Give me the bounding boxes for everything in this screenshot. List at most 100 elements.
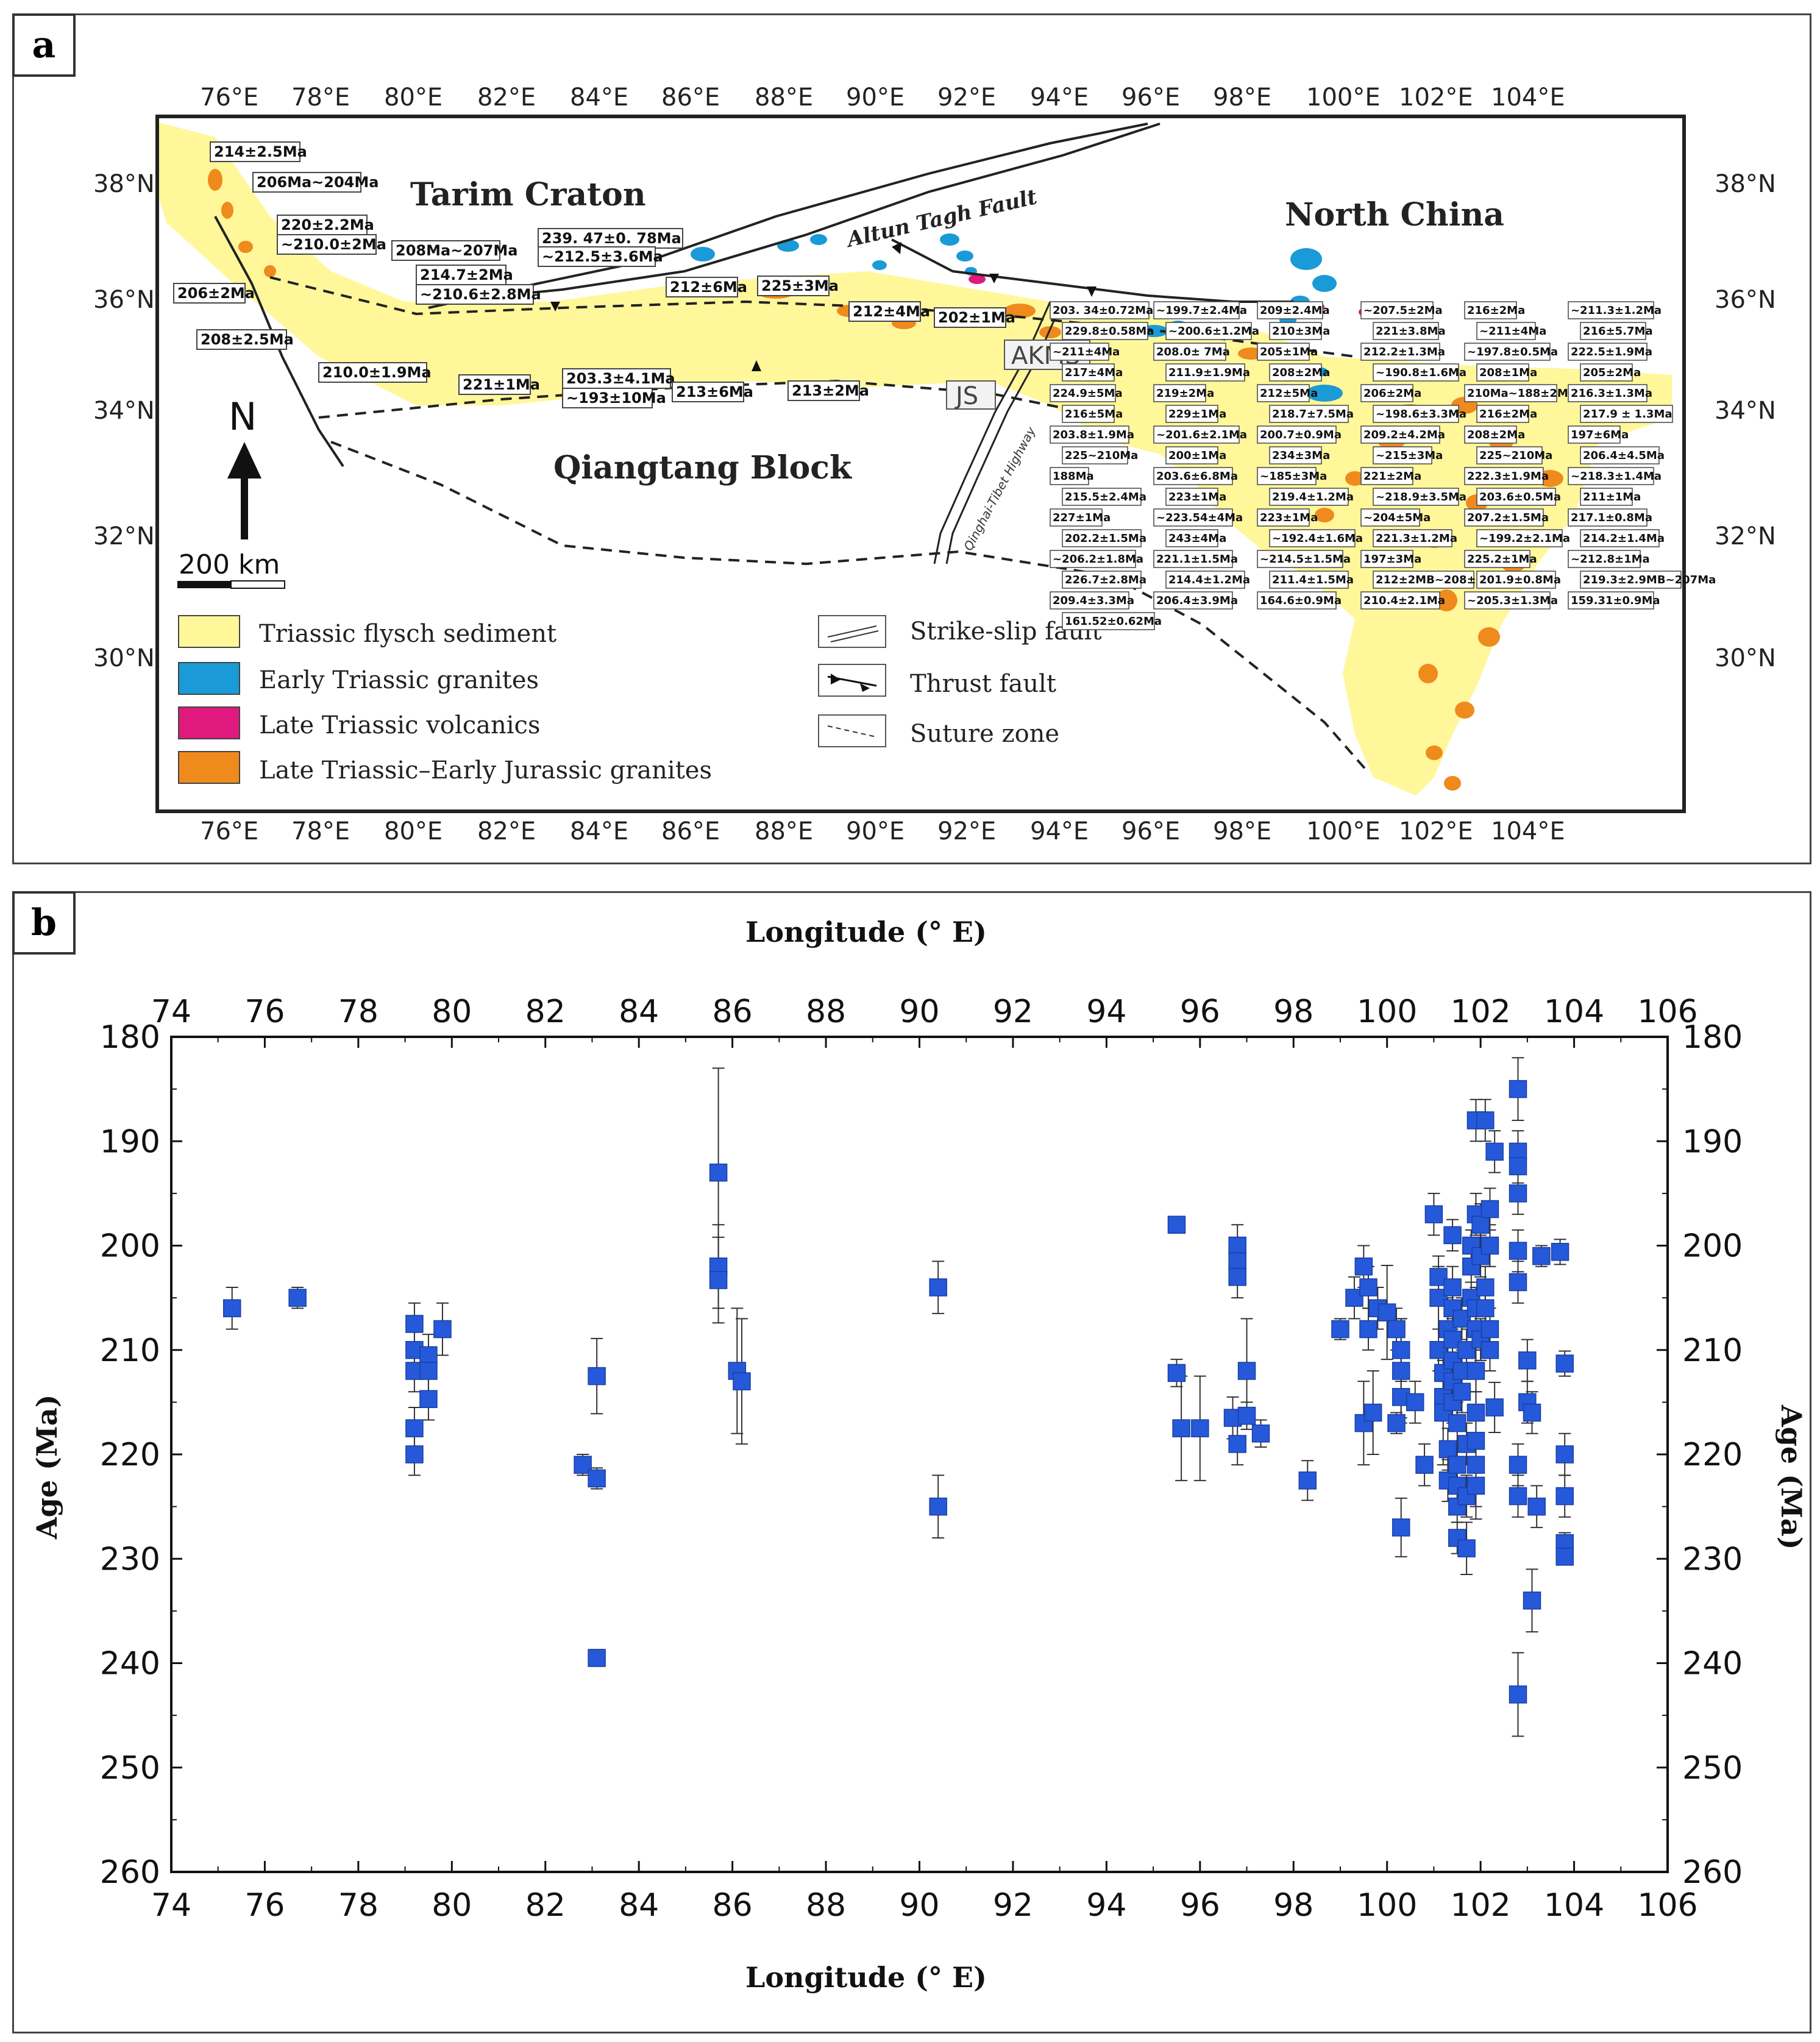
x-tick-label-top: 92: [993, 994, 1033, 1030]
svg-text:213±2Ma: 213±2Ma: [792, 382, 869, 399]
age-label-box: 206±2Ma: [173, 283, 255, 304]
tarim-craton-label: Tarim Craton: [410, 176, 646, 213]
age-label-box: 221.1±1.5Ma: [1153, 550, 1238, 568]
lon-tick-top: 84°E: [570, 84, 628, 112]
age-label-box: 200±1Ma: [1165, 446, 1226, 464]
age-label-box: 212±4Ma: [848, 301, 930, 322]
svg-text:~190.8±1.6Ma: ~190.8±1.6Ma: [1376, 366, 1466, 379]
age-label-box: 217.1±0.8Ma: [1568, 508, 1652, 527]
age-label-box: 203. 34±0.72Ma: [1050, 301, 1153, 319]
x-ticks-bottom: 74 76 78 80 82 84 86 88 90 92 94 96 98 100 102 104 106: [151, 1861, 1698, 1924]
age-label-box: 203.6±6.8Ma: [1153, 467, 1238, 485]
age-label-box: 205±1Ma: [1257, 343, 1318, 361]
lat-tick-left: 32°N: [93, 522, 155, 550]
svg-text:203.8±1.9Ma: 203.8±1.9Ma: [1053, 429, 1134, 441]
data-point: [1448, 1456, 1466, 1474]
age-label-box: 216±2Ma: [1464, 301, 1525, 319]
panel-b-tag: b: [12, 891, 76, 955]
legend-swatch-flysch: [178, 615, 240, 648]
altun-tagh-fault: [428, 123, 1148, 309]
age-label-box: 225.2±1Ma: [1464, 550, 1537, 568]
svg-text:~205.3±1.3Ma: ~205.3±1.3Ma: [1467, 594, 1558, 607]
age-label-box: 203.8±1.9Ma: [1050, 425, 1134, 444]
age-label-box: 210±3Ma: [1269, 322, 1330, 340]
data-point: [1377, 1303, 1396, 1322]
svg-text:~199.2±2.1Ma: ~199.2±2.1Ma: [1479, 532, 1570, 545]
y-tick-label-left: 220: [100, 1437, 160, 1473]
age-label-box: 211.9±1.9Ma: [1165, 363, 1250, 382]
lon-tick-bottom: 104°E: [1491, 817, 1565, 845]
age-label-box: ~192.4±1.6Ma: [1269, 529, 1363, 547]
x-tick-label-top: 76: [244, 994, 285, 1030]
age-label-box: 210.0±1.9Ma: [318, 362, 432, 383]
data-point: [288, 1289, 307, 1307]
age-label-box: 239. 47±0. 78Ma: [538, 228, 683, 249]
age-labels-east: 203. 34±0.72Ma ~199.7±2.4Ma 209±2.4Ma ~207.…: [1050, 301, 1716, 630]
svg-text:~201.6±2.1Ma: ~201.6±2.1Ma: [1156, 429, 1247, 441]
svg-text:~211.3±1.2Ma: ~211.3±1.2Ma: [1571, 304, 1662, 317]
data-point: [1555, 1548, 1574, 1566]
x-tick-label-top: 96: [1180, 994, 1220, 1030]
data-point: [405, 1419, 424, 1437]
data-point: [1457, 1341, 1476, 1359]
data-point: [1532, 1247, 1551, 1265]
age-label-box: 206.4±4.5Ma: [1580, 446, 1665, 464]
age-labels-west: 214±2.5Ma 206Ma~204Ma 220±2.2Ma ~210.0±2Ma 2…: [173, 141, 1015, 408]
age-label-box: 207.2±1.5Ma: [1464, 508, 1549, 527]
svg-text:~214.5±1.5Ma: ~214.5±1.5Ma: [1260, 553, 1351, 566]
data-point: [1509, 1080, 1527, 1098]
legend-label: Early Triassic granites: [259, 666, 539, 694]
age-label-box: 214±2.5Ma: [210, 141, 307, 162]
lon-ticks-top: 76°E 78°E 80°E 82°E 84°E 86°E 88°E 90°E …: [200, 84, 1565, 112]
data-point: [1471, 1215, 1490, 1234]
data-point: [709, 1271, 728, 1289]
bangong-suture: [330, 441, 1368, 772]
data-point: [1167, 1215, 1186, 1234]
svg-text:213±6Ma: 213±6Ma: [676, 383, 753, 400]
svg-text:212±2MB~208±2Ma: 212±2MB~208±2Ma: [1376, 574, 1502, 586]
data-point: [1359, 1278, 1377, 1297]
data-point: [1429, 1268, 1448, 1286]
svg-text:219.4±1.2Ma: 219.4±1.2Ma: [1272, 491, 1354, 503]
x-tick-label-bottom: 78: [338, 1887, 379, 1924]
age-label-box: 200.7±0.9Ma: [1257, 425, 1342, 444]
data-point: [1331, 1320, 1349, 1339]
lon-tick-bottom: 92°E: [937, 817, 996, 845]
svg-text:220±2.2Ma: 220±2.2Ma: [281, 216, 374, 233]
svg-text:210.4±2.1Ma: 210.4±2.1Ma: [1363, 594, 1445, 607]
age-label-box: 212±2MB~208±2Ma: [1373, 571, 1502, 589]
x-tick-label-top: 90: [899, 994, 939, 1030]
lon-tick-top: 90°E: [846, 84, 905, 112]
y-axis-title-right: Age (Ma): [1775, 1404, 1808, 1549]
y-tick-label-left: 230: [100, 1541, 160, 1578]
lon-tick-top: 86°E: [661, 84, 720, 112]
qiangtang-block-label: Qiangtang Block: [553, 449, 852, 486]
lon-tick-bottom: 96°E: [1122, 817, 1180, 845]
svg-text:212±4Ma: 212±4Ma: [853, 303, 930, 320]
svg-text:~212.8±1Ma: ~212.8±1Ma: [1571, 553, 1650, 566]
data-point: [1443, 1226, 1462, 1245]
svg-text:216±5.7Ma: 216±5.7Ma: [1583, 325, 1653, 338]
svg-text:208.0± 7Ma: 208.0± 7Ma: [1156, 346, 1230, 358]
lat-tick-left: 34°N: [93, 397, 155, 425]
age-label-box: ~185±3Ma: [1257, 467, 1327, 485]
lat-ticks-right: 38°N 36°N 34°N 32°N 30°N: [1715, 170, 1776, 672]
svg-text:214.4±1.2Ma: 214.4±1.2Ma: [1168, 574, 1250, 586]
lat-tick-left: 36°N: [93, 286, 155, 314]
svg-text:~212.5±3.6Ma: ~212.5±3.6Ma: [542, 248, 663, 265]
lon-tick-top: 78°E: [291, 84, 350, 112]
data-point: [1481, 1320, 1499, 1339]
age-label-box: ~200.6±1.2Ma: [1165, 322, 1259, 340]
age-label-box: 214.2±1.4Ma: [1580, 529, 1665, 547]
y-ticks-right: 180 190 200 210 220 230 240 250 260: [1657, 1019, 1743, 1891]
svg-text:218.7±7.5Ma: 218.7±7.5Ma: [1272, 408, 1354, 421]
north-arrow-label: N: [229, 394, 257, 439]
data-point: [405, 1315, 424, 1333]
age-label-box: 161.52±0.62Ma: [1062, 612, 1162, 630]
svg-text:206±2Ma: 206±2Ma: [177, 285, 255, 302]
age-label-box: 209±2.4Ma: [1257, 301, 1330, 319]
svg-text:209.4±3.3Ma: 209.4±3.3Ma: [1053, 594, 1134, 607]
x-tick-label-bottom: 88: [806, 1887, 846, 1924]
age-label-box: 212.2±1.3Ma: [1360, 343, 1445, 361]
age-label-box: 243±4Ma: [1165, 529, 1226, 547]
